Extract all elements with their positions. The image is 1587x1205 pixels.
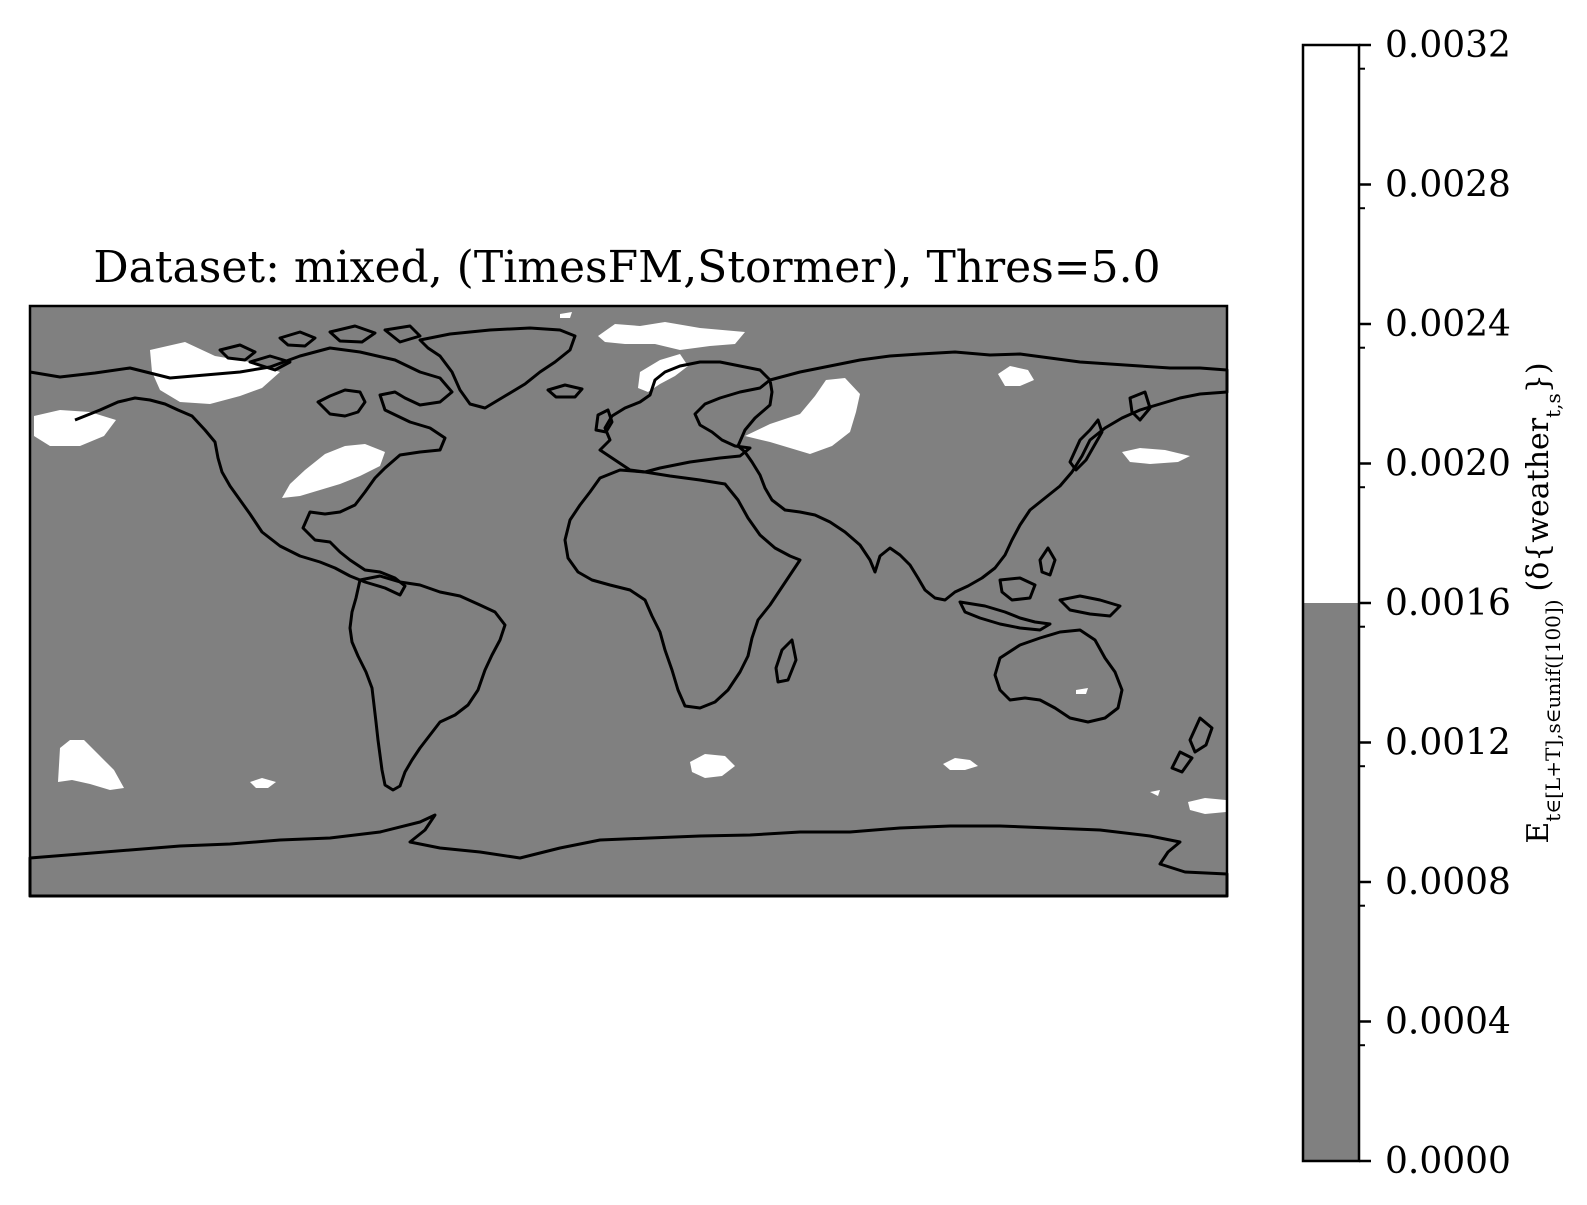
highlight-region	[598, 322, 745, 350]
highlight-region	[1188, 798, 1226, 814]
coastlines	[28, 324, 1229, 898]
coast-new-zealand	[1170, 716, 1214, 774]
coast-antarctica	[28, 813, 1229, 898]
highlight-region	[58, 740, 124, 790]
highlight-region	[690, 754, 735, 778]
coast-south-america	[348, 574, 507, 792]
highlight-region	[250, 778, 276, 788]
colorbar: 0.0000 0.0004 0.0008 0.0012 0.0016 0.0020 0.00…	[1301, 25, 1565, 1182]
highlight-region	[943, 758, 978, 770]
colorbar-tick-label: 0.0000	[1385, 1141, 1511, 1182]
coast-iceland	[546, 383, 584, 399]
colorbar-bins	[1303, 45, 1359, 1161]
map-panel	[28, 304, 1229, 898]
highlight-region	[282, 444, 385, 498]
coast-australia	[993, 628, 1124, 724]
highlight-region	[998, 366, 1034, 386]
coast-asia	[736, 350, 1229, 602]
highlight-speck	[560, 312, 572, 318]
coast-se-asia-islands	[958, 546, 1122, 632]
coast-north-america	[29, 346, 454, 597]
coast-madagascar	[774, 638, 798, 684]
colorbar-label-body: (δ{weather	[1521, 417, 1556, 591]
map-frame	[28, 304, 1229, 898]
coast-hudson-bay	[316, 388, 367, 418]
colorbar-tick-label: 0.0032	[1385, 25, 1511, 66]
colorbar-tick-label: 0.0024	[1385, 304, 1511, 345]
coast-europe	[598, 360, 772, 474]
coast-japan	[1068, 418, 1104, 472]
map-background	[30, 306, 1227, 896]
colorbar-tick-label: 0.0016	[1385, 583, 1511, 624]
highlight-region	[1122, 448, 1190, 464]
coast-kamchatka	[1128, 390, 1152, 422]
highlight-speck	[1076, 688, 1088, 694]
colorbar-label-close: })	[1521, 362, 1556, 393]
coast-uk	[594, 408, 614, 434]
colorbar-label: Et∈[L+T],s∈unif([100]) (δ{weathert,s})	[1521, 362, 1565, 843]
colorbar-label-subscript: t∈[L+T],s∈unif([100])	[1541, 600, 1565, 822]
colorbar-label-body-subscript: t,s	[1541, 393, 1565, 418]
chart-title: Dataset: mixed, (TimesFM,Stormer), Thres…	[93, 242, 1160, 293]
colorbar-tick-label: 0.0028	[1385, 165, 1511, 206]
colorbar-tick-label: 0.0012	[1385, 723, 1511, 764]
coast-greenland	[418, 326, 577, 410]
coast-canadian-islands	[218, 324, 422, 372]
colorbar-bin-0	[1303, 603, 1359, 1161]
highlight-regions	[34, 312, 1226, 814]
colorbar-tick-label: 0.0008	[1385, 862, 1511, 903]
colorbar-ticks: 0.0000 0.0004 0.0008 0.0012 0.0016 0.0020 0.00…	[1359, 25, 1511, 1182]
colorbar-bin-1	[1303, 45, 1359, 603]
highlight-speck	[1150, 790, 1160, 796]
coast-africa	[563, 468, 802, 710]
colorbar-label-expectation: E	[1521, 822, 1556, 844]
colorbar-tick-label: 0.0020	[1385, 444, 1511, 485]
colorbar-tick-label: 0.0004	[1385, 1002, 1511, 1043]
highlight-region	[745, 378, 860, 454]
highlight-region	[34, 410, 116, 446]
